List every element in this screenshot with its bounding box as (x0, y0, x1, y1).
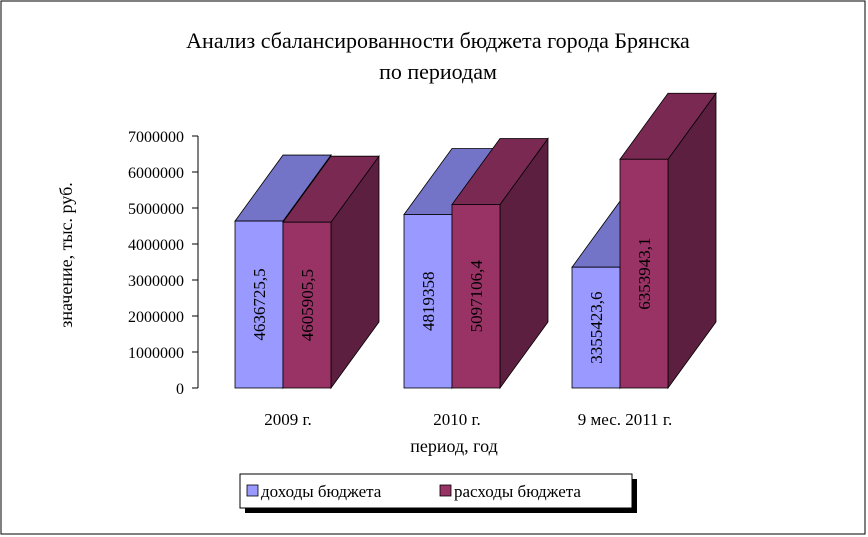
bar-front-face (619, 158, 669, 389)
y-tick-label: 1000000 (128, 345, 184, 362)
bar-expense-0: 4605905,5 (282, 154, 380, 390)
x-category-label: 2009 г. (264, 410, 312, 429)
legend: доходы бюджета расходы бюджета (239, 473, 637, 513)
bar-front-face (451, 204, 501, 389)
y-tick-label: 5000000 (128, 201, 184, 218)
y-axis: 0 1000000 2000000 3000000 4000000 5000000 6000… (128, 129, 199, 398)
bar-value-label: 4636725,5 (250, 268, 269, 340)
bar-front-face (282, 221, 332, 389)
y-tick-label: 3000000 (128, 273, 184, 290)
y-tick-label: 7000000 (128, 129, 184, 146)
bar-value-label: 5097106,4 (467, 260, 486, 333)
bar-front-face (403, 214, 453, 389)
y-tick-label: 6000000 (128, 165, 184, 182)
bar-value-label: 6353943,1 (635, 238, 654, 310)
legend-label: доходы бюджета (261, 482, 382, 501)
legend-label: расходы бюджета (454, 482, 581, 501)
y-axis-label: значение, тыс. руб. (56, 182, 76, 327)
y-tick-label: 0 (176, 381, 184, 398)
bar-value-label: 4605905,5 (298, 269, 317, 341)
legend-box (239, 473, 633, 509)
x-axis-label: период, год (410, 436, 497, 456)
chart-title-line1: Анализ сбалансированности бюджета города… (186, 28, 690, 53)
bar-expense-1: 5097106,4 (451, 137, 549, 390)
chart-title-line2: по периодам (379, 59, 497, 84)
bar-expense-2: 6353943,1 (619, 92, 717, 390)
y-tick-label: 4000000 (128, 237, 184, 254)
x-category-label: 9 мес. 2011 г. (578, 410, 672, 429)
bar-front-face (571, 266, 621, 389)
legend-swatch (246, 484, 259, 497)
bar-value-label: 3355423,6 (587, 291, 606, 363)
legend-swatch (439, 484, 452, 497)
bars-group: 4636725,5 4605905,5 4819358 5097106,4 335542… (234, 92, 717, 390)
category-labels: 2009 г. 2010 г. 9 мес. 2011 г. (264, 410, 672, 429)
y-tick-label: 2000000 (128, 309, 184, 326)
bar-value-label: 4819358 (419, 272, 438, 332)
x-category-label: 2010 г. (433, 410, 481, 429)
